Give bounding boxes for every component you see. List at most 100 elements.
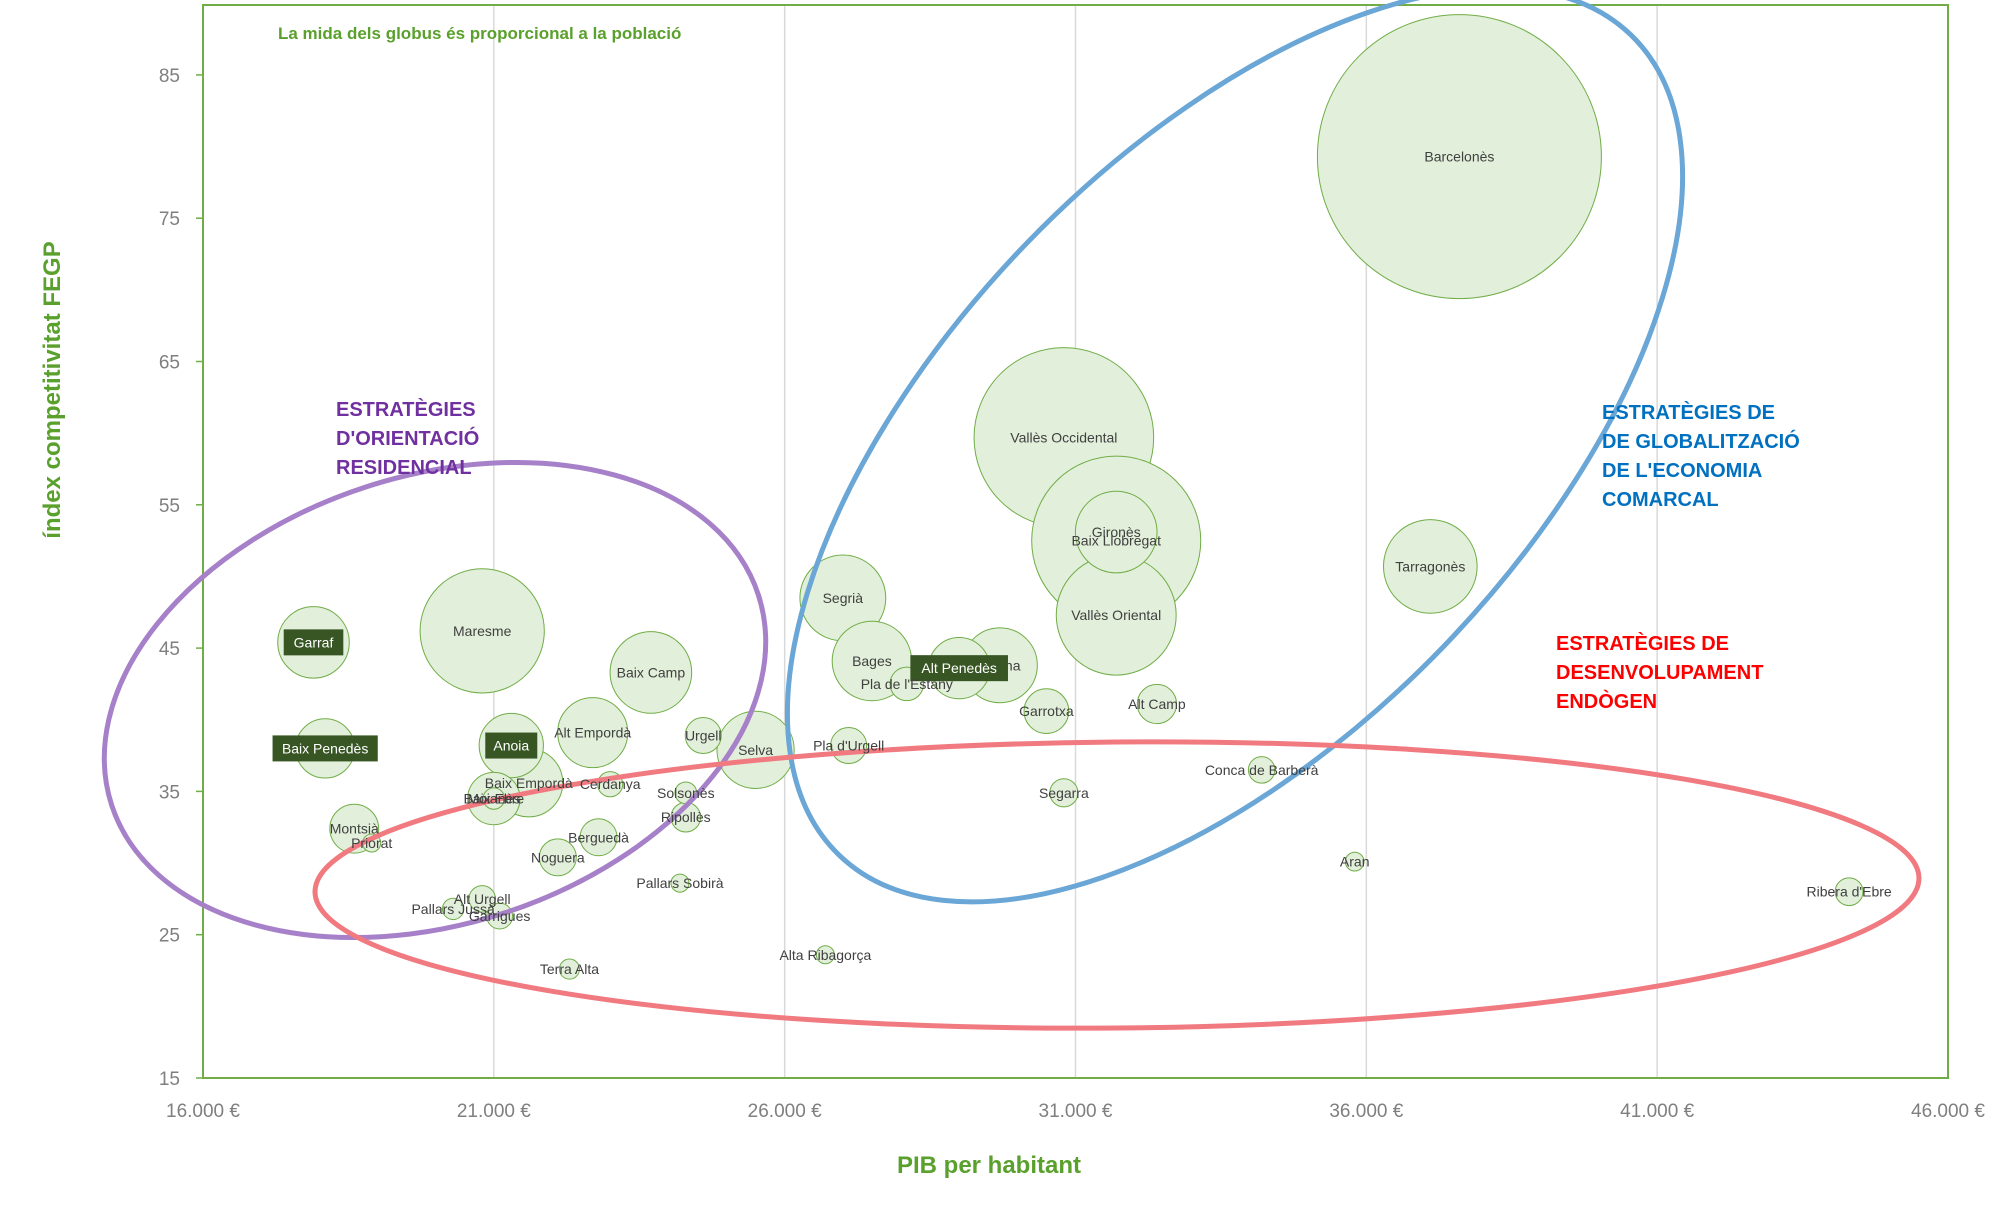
bubble bbox=[1049, 778, 1079, 808]
bubble bbox=[1247, 756, 1276, 784]
y-tick-label: 45 bbox=[159, 639, 180, 660]
bubble-label: Vallès Occidental bbox=[1010, 429, 1117, 445]
bubble bbox=[579, 818, 618, 857]
group-label-line: DE L'ECONOMIA bbox=[1602, 460, 1762, 482]
bubble-label: Ripollès bbox=[661, 809, 711, 825]
bubble bbox=[716, 710, 795, 789]
bubble-label: Gironès bbox=[1092, 524, 1141, 540]
population-note: La mida dels globus és proporcional a la… bbox=[278, 24, 681, 43]
x-tick-label: 21.000 € bbox=[457, 1101, 531, 1122]
bubble-label: Baix Penedès bbox=[282, 740, 368, 756]
group-label-globalitzacio: ESTRATÈGIES DE DE GLOBALITZACIÓ DE L'ECO… bbox=[1602, 401, 1805, 511]
bubble bbox=[468, 885, 496, 913]
bubble bbox=[1023, 688, 1070, 735]
bubble bbox=[1383, 519, 1478, 614]
y-tick-label: 35 bbox=[159, 782, 180, 803]
group-ellipses bbox=[101, 0, 1922, 1031]
bubble-label: Berguedà bbox=[568, 829, 629, 845]
bubble-label: Solsonès bbox=[657, 785, 715, 801]
x-tick-label: 46.000 € bbox=[1911, 1101, 1985, 1122]
bubble-label: Alta Ribagorça bbox=[779, 947, 871, 963]
bubble-label: Tarragonès bbox=[1395, 558, 1465, 574]
bubble bbox=[1074, 490, 1158, 574]
bubble bbox=[815, 945, 835, 965]
bubble-label: Pla de l'Estany bbox=[861, 676, 953, 692]
bubble-label: Alt Empordà bbox=[554, 725, 631, 741]
group-label-line: D'ORIENTACIÓ bbox=[336, 426, 479, 450]
bubble-label: Maresme bbox=[453, 623, 512, 639]
bubble-label: Bages bbox=[852, 653, 892, 669]
bubble bbox=[1344, 851, 1365, 872]
globalitzacio-group-ellipse bbox=[784, 0, 1686, 905]
bubble bbox=[558, 958, 580, 980]
bubble-label: Pla d'Urgell bbox=[813, 738, 884, 754]
bubble bbox=[441, 897, 465, 921]
group-label-line: DESENVOLUPAMENT bbox=[1556, 662, 1763, 684]
group-label-line: ESTRATÈGIES DE bbox=[1556, 632, 1729, 655]
group-label-line: ESTRATÈGIES DE bbox=[1602, 401, 1775, 424]
bubble-label: Garrotxa bbox=[1019, 703, 1074, 719]
bubble-label: Segarra bbox=[1039, 785, 1089, 801]
bubble bbox=[557, 697, 629, 769]
bubble-label: Montsià bbox=[330, 821, 379, 837]
group-label-endogen: ESTRATÈGIES DE DESENVOLUPAMENT ENDÒGEN bbox=[1556, 632, 1769, 713]
bubble-label: Pallars Sobirà bbox=[636, 875, 723, 891]
group-label-line: ENDÒGEN bbox=[1556, 689, 1657, 713]
y-axis-title: índex competitivitat FEGP bbox=[39, 241, 66, 538]
bubble bbox=[684, 717, 722, 755]
highlight-label-box bbox=[283, 629, 344, 656]
bubble-label: Vallès Oriental bbox=[1071, 607, 1161, 623]
group-label-residencial: ESTRATÈGIES D'ORIENTACIÓ RESIDENCIAL bbox=[336, 398, 485, 479]
bubble-label: Segrià bbox=[823, 590, 864, 606]
group-label-line: DE GLOBALITZACIÓ bbox=[1602, 429, 1800, 453]
bubble bbox=[419, 568, 545, 694]
bubble-label: Alt Urgell bbox=[454, 891, 511, 907]
bubble-label: Barcelonès bbox=[1424, 149, 1494, 165]
bubble-label: Baix Camp bbox=[617, 664, 686, 680]
bubble-label: Garraf bbox=[294, 634, 334, 650]
x-axis-title: PIB per habitant bbox=[897, 1152, 1081, 1179]
y-tick-label: 25 bbox=[159, 926, 180, 947]
x-tick-label: 16.000 € bbox=[166, 1101, 240, 1122]
y-tick-labels: 15 25 35 45 55 65 75 85 bbox=[159, 66, 203, 1090]
bubble bbox=[1316, 14, 1602, 300]
bubble-label: Terra Alta bbox=[540, 961, 599, 977]
y-tick-label: 55 bbox=[159, 496, 180, 517]
bubble-label: Baix Ebre bbox=[463, 791, 524, 807]
y-tick-label: 75 bbox=[159, 209, 180, 230]
x-tick-label: 36.000 € bbox=[1329, 1101, 1403, 1122]
bubble-label: Aran bbox=[1340, 854, 1370, 870]
bubble-label: Cerdanya bbox=[580, 776, 641, 792]
residencial-group-ellipse bbox=[101, 459, 769, 941]
grid bbox=[493, 5, 1949, 1078]
x-tick-labels: 16.000 € 21.000 € 26.000 € 31.000 € 36.000 €… bbox=[166, 1101, 1985, 1122]
bubble-label: Urgell bbox=[685, 728, 722, 744]
highlight-label-box bbox=[272, 735, 378, 762]
y-tick-label: 15 bbox=[159, 1069, 180, 1090]
bubbles bbox=[277, 14, 1864, 980]
bubble-label: Alt Penedès bbox=[921, 660, 997, 676]
group-label-line: COMARCAL bbox=[1602, 489, 1719, 511]
group-label-line: RESIDENCIAL bbox=[336, 457, 472, 479]
bubble bbox=[1136, 683, 1178, 725]
endogen-group-ellipse bbox=[312, 739, 1922, 1031]
x-tick-label: 41.000 € bbox=[1620, 1101, 1694, 1122]
bubble-label: Selva bbox=[738, 742, 773, 758]
bubble-label: Baix Llobregat bbox=[1071, 533, 1161, 549]
bubble-label: Garrigues bbox=[469, 908, 530, 924]
x-tick-label: 31.000 € bbox=[1039, 1101, 1113, 1122]
bubble bbox=[1834, 877, 1864, 907]
highlight-label-box bbox=[910, 655, 1008, 682]
bubble-label: Anoia bbox=[493, 738, 529, 754]
bubble-label: Baix Empordà bbox=[485, 775, 573, 791]
bubble bbox=[609, 631, 693, 714]
plot-area-frame bbox=[202, 4, 1949, 1079]
bubble bbox=[670, 873, 690, 893]
bubble-label: Priorat bbox=[351, 835, 392, 851]
y-tick-label: 85 bbox=[159, 66, 180, 87]
bubble bbox=[538, 838, 577, 877]
bubble-label: Ribera d'Ebre bbox=[1807, 884, 1892, 900]
bubble-label: Moianès bbox=[467, 791, 520, 807]
